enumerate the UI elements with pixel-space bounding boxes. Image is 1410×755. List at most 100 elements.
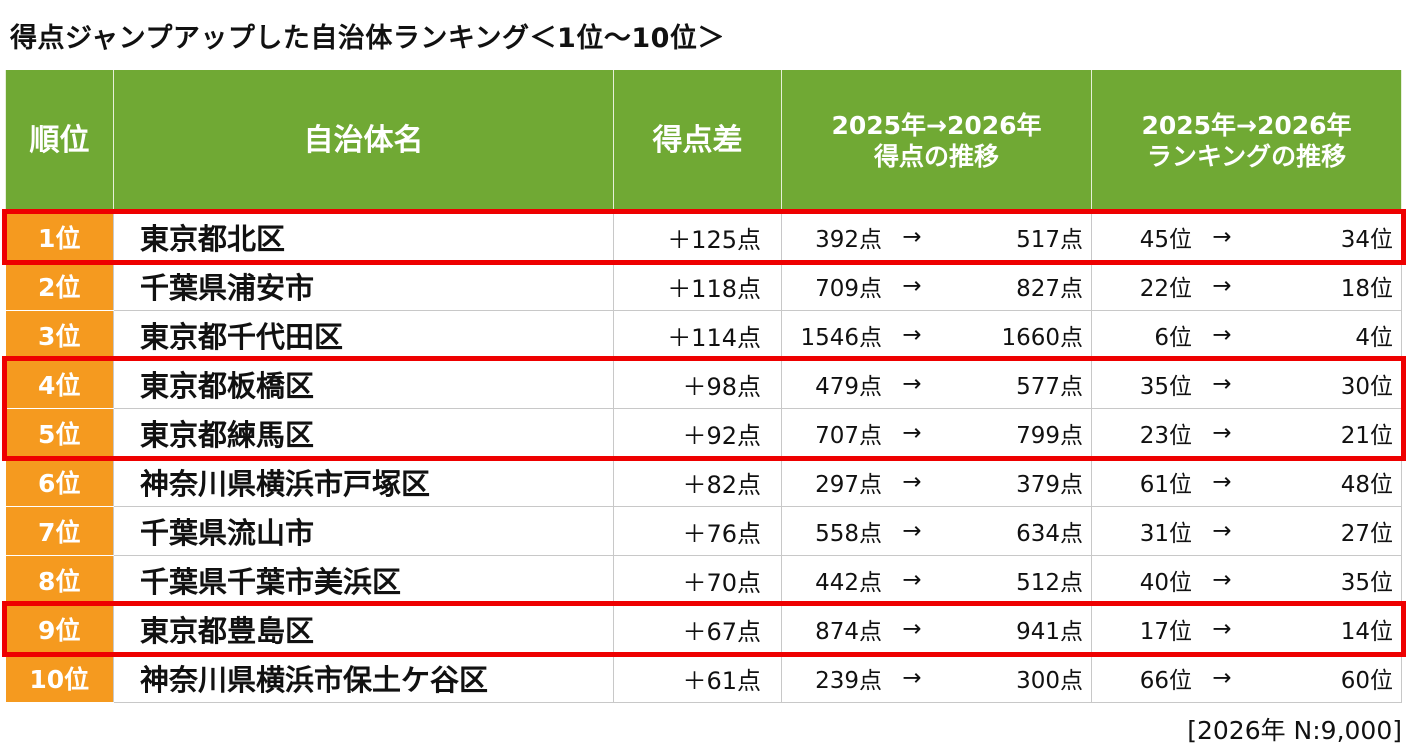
score-diff: ＋82点 <box>613 457 782 507</box>
arrow-icon: → <box>902 665 922 691</box>
rank-2026: 27位 <box>1340 521 1393 547</box>
table-row: 8位 千葉県千葉市美浜区 ＋70点 442点 → 512点 40位 → 35位 <box>5 555 1402 605</box>
rank-transition-cell: 66位 → 60位 <box>1091 653 1402 703</box>
municipality-name: 東京都練馬区 <box>113 408 614 458</box>
table-row: 10位 神奈川県横浜市保土ケ谷区 ＋61点 239点 → 300点 66位 → 60位 <box>5 653 1402 703</box>
rank-transition-cell: 23位 → 21位 <box>1091 408 1402 458</box>
municipality-name: 東京都板橋区 <box>113 359 614 409</box>
score-diff: ＋98点 <box>613 359 782 409</box>
score-transition-cell: 1546点 → 1660点 <box>781 310 1092 360</box>
rank-cell: 8位 <box>5 555 114 605</box>
table-row: 7位 千葉県流山市 ＋76点 558点 → 634点 31位 → 27位 <box>5 506 1402 556</box>
score-2025: 297点 <box>815 472 882 498</box>
table-row: 3位 東京都千代田区 ＋114点 1546点 → 1660点 6位 → 4位 <box>5 310 1402 360</box>
table-row: 5位 東京都練馬区 ＋92点 707点 → 799点 23位 → 21位 <box>5 408 1402 458</box>
municipality-name: 東京都北区 <box>113 212 614 262</box>
arrow-icon: → <box>902 273 922 299</box>
arrow-icon: → <box>902 371 922 397</box>
score-transition-cell: 442点 → 512点 <box>781 555 1092 605</box>
rank-2025: 17位 <box>1139 619 1192 645</box>
score-diff: ＋61点 <box>613 653 782 703</box>
arrow-icon: → <box>902 420 922 446</box>
rank-2025: 40位 <box>1139 570 1192 596</box>
rank-2026: 18位 <box>1340 276 1393 302</box>
header-row: 順位 自治体名 得点差 2025年→2026年 得点の推移 2025年→2026… <box>5 70 1402 213</box>
rank-2025: 45位 <box>1139 227 1192 253</box>
municipality-name: 千葉県千葉市美浜区 <box>113 555 614 605</box>
score-2025: 392点 <box>815 227 882 253</box>
rank-cell: 5位 <box>5 408 114 458</box>
arrow-icon: → <box>902 616 922 642</box>
score-diff: ＋92点 <box>613 408 782 458</box>
score-2025: 1546点 <box>800 325 882 351</box>
header-score-line2: 得点の推移 <box>873 142 999 171</box>
rank-cell: 4位 <box>5 359 114 409</box>
rank-2026: 35位 <box>1340 570 1393 596</box>
arrow-icon: → <box>1212 518 1232 544</box>
score-transition-cell: 392点 → 517点 <box>781 212 1092 262</box>
rank-transition-cell: 6位 → 4位 <box>1091 310 1402 360</box>
header-rank: 順位 <box>5 70 114 213</box>
table-row: 6位 神奈川県横浜市戸塚区 ＋82点 297点 → 379点 61位 → 48位 <box>5 457 1402 507</box>
score-2025: 442点 <box>815 570 882 596</box>
score-diff: ＋125点 <box>613 212 782 262</box>
municipality-name: 千葉県浦安市 <box>113 261 614 311</box>
chart-title: 得点ジャンプアップした自治体ランキング＜1位～10位＞ <box>10 23 725 54</box>
score-diff: ＋118点 <box>613 261 782 311</box>
header-diff: 得点差 <box>613 70 782 213</box>
score-2025: 707点 <box>815 423 882 449</box>
score-diff: ＋76点 <box>613 506 782 556</box>
rank-2026: 21位 <box>1340 423 1393 449</box>
score-diff: ＋67点 <box>613 604 782 654</box>
score-2026: 799点 <box>1016 423 1083 449</box>
arrow-icon: → <box>1212 224 1232 250</box>
rank-2026: 34位 <box>1340 227 1393 253</box>
rank-2026: 4位 <box>1355 325 1393 351</box>
rank-cell: 6位 <box>5 457 114 507</box>
score-2026: 379点 <box>1016 472 1083 498</box>
arrow-icon: → <box>902 469 922 495</box>
arrow-icon: → <box>1212 273 1232 299</box>
score-2026: 512点 <box>1016 570 1083 596</box>
arrow-icon: → <box>1212 665 1232 691</box>
arrow-icon: → <box>1212 420 1232 446</box>
municipality-name: 神奈川県横浜市保土ケ谷区 <box>113 653 614 703</box>
rank-transition-cell: 17位 → 14位 <box>1091 604 1402 654</box>
score-diff: ＋114点 <box>613 310 782 360</box>
rank-transition-cell: 40位 → 35位 <box>1091 555 1402 605</box>
sample-note: [2026年 N:9,000] <box>1187 716 1402 745</box>
score-2026: 517点 <box>1016 227 1083 253</box>
score-transition-cell: 558点 → 634点 <box>781 506 1092 556</box>
arrow-icon: → <box>1212 616 1232 642</box>
score-2026: 634点 <box>1016 521 1083 547</box>
rank-2025: 23位 <box>1139 423 1192 449</box>
rank-2026: 14位 <box>1340 619 1393 645</box>
rank-transition-cell: 22位 → 18位 <box>1091 261 1402 311</box>
rank-cell: 10位 <box>5 653 114 703</box>
rank-2025: 22位 <box>1139 276 1192 302</box>
table-body: 1位 東京都北区 ＋125点 392点 → 517点 45位 → 34位 2位 千葉県浦安市 ＋118… <box>5 212 1402 703</box>
arrow-icon: → <box>1212 371 1232 397</box>
arrow-icon: → <box>1212 322 1232 348</box>
score-2026: 577点 <box>1016 374 1083 400</box>
table-row: 2位 千葉県浦安市 ＋118点 709点 → 827点 22位 → 18位 <box>5 261 1402 311</box>
table-row: 4位 東京都板橋区 ＋98点 479点 → 577点 35位 → 30位 <box>5 359 1402 409</box>
arrow-icon: → <box>1212 469 1232 495</box>
rank-2026: 60位 <box>1340 668 1393 694</box>
municipality-name: 東京都千代田区 <box>113 310 614 360</box>
rank-2025: 66位 <box>1139 668 1192 694</box>
municipality-name: 千葉県流山市 <box>113 506 614 556</box>
score-2026: 300点 <box>1016 668 1083 694</box>
rank-transition-cell: 35位 → 30位 <box>1091 359 1402 409</box>
rank-cell: 2位 <box>5 261 114 311</box>
header-rank-transition: 2025年→2026年 ランキングの推移 <box>1091 70 1402 213</box>
rank-2025: 6位 <box>1154 325 1192 351</box>
header-score-line1: 2025年→2026年 <box>831 110 1042 140</box>
rank-cell: 3位 <box>5 310 114 360</box>
arrow-icon: → <box>902 567 922 593</box>
score-2026: 1660点 <box>1001 325 1083 351</box>
arrow-icon: → <box>902 224 922 250</box>
arrow-icon: → <box>1212 567 1232 593</box>
score-transition-cell: 297点 → 379点 <box>781 457 1092 507</box>
score-2026: 827点 <box>1016 276 1083 302</box>
